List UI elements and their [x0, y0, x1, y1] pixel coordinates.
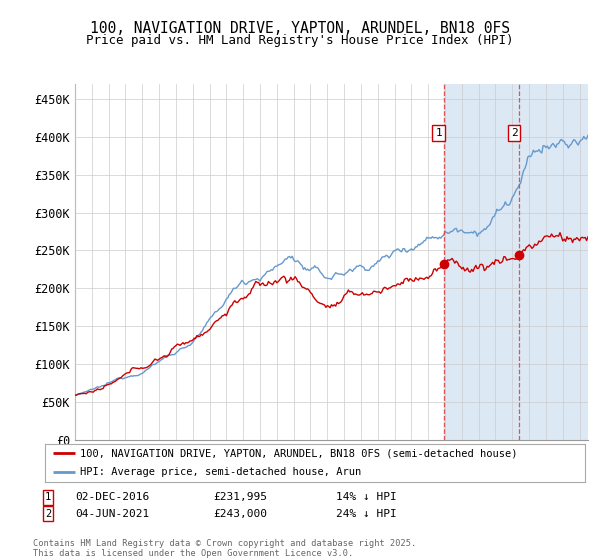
Text: Price paid vs. HM Land Registry's House Price Index (HPI): Price paid vs. HM Land Registry's House …: [86, 34, 514, 46]
Bar: [443, 84, 596, 440]
Text: 2: 2: [45, 508, 51, 519]
Text: 2: 2: [511, 128, 518, 138]
Text: 24% ↓ HPI: 24% ↓ HPI: [336, 508, 397, 519]
Text: £231,995: £231,995: [213, 492, 267, 502]
Text: 100, NAVIGATION DRIVE, YAPTON, ARUNDEL, BN18 0FS (semi-detached house): 100, NAVIGATION DRIVE, YAPTON, ARUNDEL, …: [80, 448, 518, 458]
Text: 02-DEC-2016: 02-DEC-2016: [75, 492, 149, 502]
Text: 14% ↓ HPI: 14% ↓ HPI: [336, 492, 397, 502]
Text: 100, NAVIGATION DRIVE, YAPTON, ARUNDEL, BN18 0FS: 100, NAVIGATION DRIVE, YAPTON, ARUNDEL, …: [90, 21, 510, 36]
Text: HPI: Average price, semi-detached house, Arun: HPI: Average price, semi-detached house,…: [80, 467, 361, 477]
Text: £243,000: £243,000: [213, 508, 267, 519]
Text: 1: 1: [435, 128, 442, 138]
Text: Contains HM Land Registry data © Crown copyright and database right 2025.
This d: Contains HM Land Registry data © Crown c…: [33, 539, 416, 558]
Text: 04-JUN-2021: 04-JUN-2021: [75, 508, 149, 519]
Text: 1: 1: [45, 492, 51, 502]
